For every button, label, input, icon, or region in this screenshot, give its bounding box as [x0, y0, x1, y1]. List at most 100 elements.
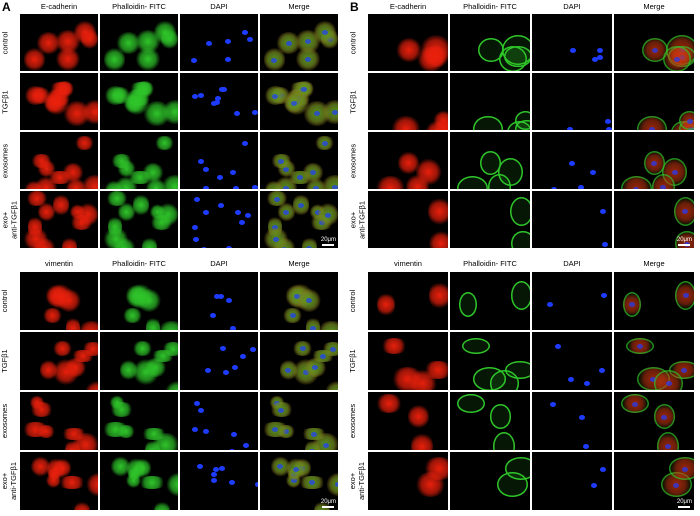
cell-shape	[42, 307, 63, 323]
nucleus	[283, 209, 290, 215]
row-label: TGFβ1	[348, 349, 357, 373]
column-header: Phalloidin- FITC	[463, 2, 517, 11]
micrograph-blue	[532, 272, 612, 330]
cell-shape	[305, 439, 320, 450]
nucleus	[674, 57, 681, 63]
cell-shape	[165, 472, 178, 496]
cell-shape	[44, 93, 64, 113]
nucleus	[601, 241, 608, 247]
nucleus	[661, 414, 668, 420]
nucleus	[631, 401, 638, 407]
micrograph-red	[368, 132, 448, 189]
cell-shape	[124, 93, 144, 113]
cell-shape	[70, 349, 97, 363]
cell-shape	[504, 46, 530, 67]
micrograph-red	[368, 452, 448, 510]
nucleus	[629, 302, 636, 308]
micrograph-red	[20, 132, 98, 189]
micrograph-green	[100, 452, 178, 510]
nucleus	[596, 47, 603, 53]
nucleus	[312, 365, 319, 371]
cell-shape	[429, 280, 448, 310]
cell-shape	[668, 457, 694, 481]
cell-shape	[653, 370, 684, 390]
nucleus	[245, 212, 252, 218]
nucleus	[193, 196, 200, 202]
cell-shape	[515, 120, 530, 130]
cell-shape	[54, 81, 75, 97]
nucleus	[198, 407, 205, 413]
cell-shape	[457, 176, 488, 189]
cell-shape	[59, 427, 89, 441]
cell-shape	[507, 120, 530, 130]
nucleus	[306, 245, 313, 248]
micrograph-merge	[260, 73, 338, 130]
cell-shape	[498, 157, 524, 187]
micrograph-green	[100, 14, 178, 71]
micrograph-blue	[180, 392, 258, 450]
nucleus	[650, 377, 657, 383]
nucleus	[299, 346, 306, 352]
nucleus	[591, 482, 598, 488]
nucleus	[665, 381, 672, 387]
panel-letter: B	[350, 0, 359, 14]
scale-bar-line	[322, 506, 335, 508]
micrograph-green	[450, 191, 530, 248]
nucleus	[331, 110, 338, 116]
row-label: exo+ anti-TGFβ1	[0, 461, 18, 501]
cell-shape	[111, 455, 130, 477]
nucleus	[578, 185, 585, 189]
nucleus	[234, 210, 241, 216]
nucleus	[217, 203, 224, 209]
cell-shape	[407, 404, 430, 430]
cell-shape	[621, 176, 652, 189]
nucleus	[242, 442, 249, 448]
cell-shape	[103, 86, 127, 106]
scale-bar-line	[322, 244, 335, 246]
nucleus	[205, 41, 212, 47]
micrograph-blue	[532, 191, 612, 248]
column-header: Phalloidin- FITC	[112, 2, 166, 11]
micrograph-blue	[532, 392, 612, 450]
nucleus	[673, 482, 680, 488]
cell-shape	[109, 154, 134, 169]
nucleus	[600, 209, 607, 215]
cell-shape	[477, 38, 504, 62]
nucleus	[297, 203, 304, 209]
column-header: DAPI	[563, 2, 581, 11]
cell-shape	[103, 47, 126, 71]
micrograph-green	[450, 452, 530, 510]
cell-shape	[621, 176, 652, 189]
cell-shape	[122, 307, 143, 323]
nucleus	[192, 93, 199, 99]
nucleus	[216, 175, 223, 181]
nucleus	[549, 401, 556, 407]
cell-shape	[489, 370, 520, 390]
micrograph-blue	[532, 14, 612, 71]
micrograph-merge	[260, 14, 338, 71]
cell-shape	[62, 235, 77, 248]
cell-shape	[154, 135, 175, 150]
cell-shape	[488, 174, 511, 189]
cell-shape	[157, 320, 178, 330]
nucleus	[636, 343, 643, 349]
row-label: exosomes	[0, 403, 9, 439]
cell-shape	[65, 177, 87, 189]
column-header: Merge	[288, 2, 310, 11]
micrograph-green	[450, 392, 530, 450]
nucleus	[313, 111, 320, 117]
cell-shape	[23, 47, 46, 71]
cell-shape	[20, 421, 50, 437]
micrograph-merge: 20μm	[260, 191, 338, 248]
cell-shape	[139, 427, 169, 441]
nucleus	[229, 326, 236, 330]
cell-shape	[45, 170, 74, 185]
micrograph-merge	[614, 272, 694, 330]
row-label: exo+ anti-TGFβ1	[348, 461, 366, 501]
cell-shape	[376, 291, 396, 318]
cell-shape	[23, 228, 49, 248]
cell-shape	[313, 500, 330, 510]
cell-shape	[501, 35, 530, 65]
cell-shape	[305, 177, 327, 189]
nucleus	[197, 93, 204, 99]
